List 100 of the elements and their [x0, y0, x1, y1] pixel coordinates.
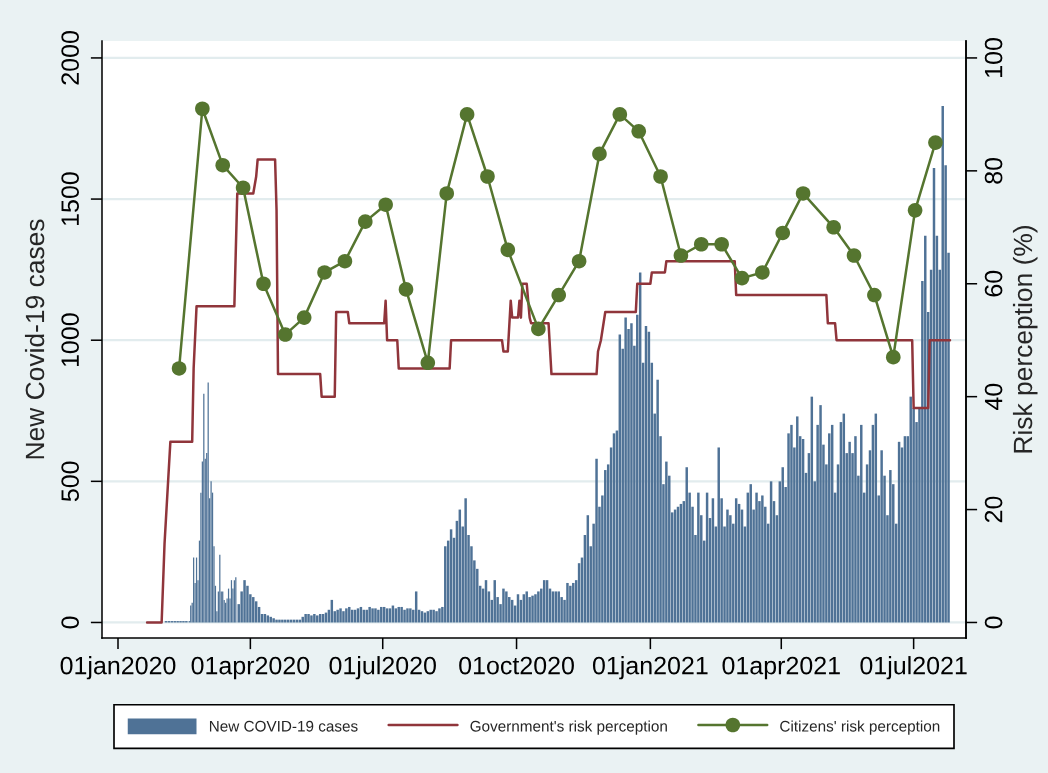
y2-tick-label: 100 [984, 38, 1003, 77]
point [296, 310, 312, 325]
bar [307, 614, 310, 623]
bar [624, 317, 627, 623]
point [867, 287, 882, 303]
legend-label: New COVID-19 cases [209, 720, 358, 732]
bar [377, 609, 380, 623]
point [755, 265, 770, 280]
bar [656, 379, 659, 623]
point [795, 186, 811, 201]
y2-tick-label: 40 [984, 383, 1003, 410]
y-tick-label: 1000 [61, 313, 79, 367]
point [826, 220, 841, 235]
bar [304, 614, 307, 623]
point [592, 146, 607, 162]
bar [819, 405, 822, 623]
point [171, 361, 187, 376]
point [885, 349, 901, 365]
point [256, 276, 271, 292]
bar [313, 614, 316, 623]
point [693, 236, 709, 252]
point [378, 197, 393, 213]
bar [717, 447, 720, 623]
bar [310, 615, 313, 623]
bar [368, 606, 371, 623]
bar [941, 105, 944, 623]
bar [243, 580, 246, 623]
bar [534, 594, 537, 623]
bar [345, 608, 348, 623]
legend-label: Government's risk perception [470, 720, 667, 735]
bar [531, 595, 534, 623]
point [846, 248, 862, 263]
bar [493, 580, 496, 623]
point [531, 321, 546, 337]
point [631, 124, 647, 139]
point [337, 253, 353, 269]
bar [854, 436, 857, 623]
bar [339, 608, 342, 623]
point [459, 107, 475, 122]
point [551, 287, 567, 303]
point [235, 180, 251, 196]
y-axis-title: New Covid-19 cases [24, 219, 45, 459]
point [420, 355, 436, 371]
bar [464, 498, 467, 623]
x-tick-label: 01apr2021 [722, 656, 840, 680]
x-tick-label: 01jan2021 [592, 656, 708, 680]
bar [406, 608, 409, 623]
point [734, 270, 750, 286]
legend-label: Citizens' risk perception [780, 720, 940, 735]
x-tick-label: 01oct2020 [459, 656, 574, 675]
bar [371, 608, 374, 623]
bar [880, 450, 883, 623]
line-series [145, 158, 952, 624]
bar [755, 492, 758, 623]
bar [438, 608, 441, 623]
point [653, 169, 668, 184]
point [673, 248, 689, 263]
bar [435, 611, 438, 623]
bar [374, 608, 377, 623]
bar [685, 467, 688, 623]
bar [860, 424, 863, 623]
bar [505, 591, 508, 623]
bar [342, 611, 345, 623]
y-tick-label: 2000 [61, 31, 79, 85]
bar [726, 509, 729, 623]
bar [336, 609, 339, 623]
x-tick-label: 01apr2020 [191, 656, 310, 680]
bar [749, 484, 752, 623]
bar [665, 461, 668, 623]
bar [569, 585, 572, 623]
bar [848, 441, 851, 623]
point [357, 214, 373, 229]
bar [781, 467, 784, 623]
y2-tick-label: 0 [984, 616, 1003, 629]
bar [595, 458, 598, 623]
bar [697, 492, 700, 623]
bar [924, 235, 927, 623]
point [480, 169, 495, 184]
point [439, 186, 455, 201]
bar [252, 597, 255, 623]
point [571, 253, 587, 269]
y-tick-label: 1500 [61, 172, 79, 225]
point [612, 107, 628, 122]
point [195, 101, 210, 117]
x-tick-label: 01jul2021 [860, 656, 967, 680]
point [277, 327, 293, 342]
bar [630, 323, 633, 623]
y2-axis-title: Risk perception (%) [1012, 226, 1038, 453]
point [714, 236, 729, 252]
bar [796, 416, 799, 623]
bar [400, 606, 403, 623]
bar [790, 424, 793, 623]
bar [537, 591, 540, 623]
bar [403, 609, 406, 623]
point [775, 225, 791, 241]
y-tick-label: 500 [61, 461, 79, 502]
bar [566, 582, 569, 623]
bar [409, 608, 412, 623]
bar [432, 609, 435, 623]
point [398, 282, 414, 297]
